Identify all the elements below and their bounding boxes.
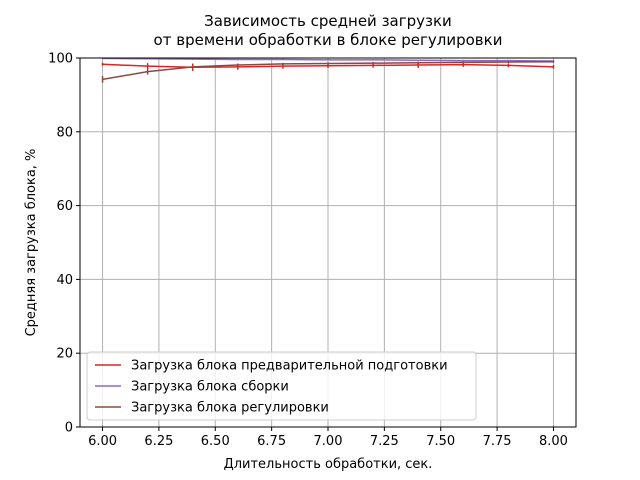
y-tick-label: 20 [56, 347, 73, 362]
plot-lines [101, 57, 555, 83]
y-axis-label: Средняя загрузка блока, % [24, 149, 39, 337]
legend-box [86, 351, 477, 421]
x-tick-label: 7.75 [483, 434, 512, 449]
x-axis-label: Длительность обработки, сек. [224, 457, 433, 472]
legend-label: Загрузка блока сборки [131, 380, 289, 395]
x-tick-label: 6.75 [257, 434, 286, 449]
x-tick-label: 6.50 [201, 434, 230, 449]
chart-title: Зависимость средней загрузки от времени о… [154, 12, 503, 49]
y-tick-label: 0 [65, 421, 73, 436]
legend-label: Загрузка блока предварительной подготовк… [131, 359, 448, 374]
chart-title-line: Зависимость средней загрузки [204, 12, 452, 30]
y-tick-label: 80 [56, 125, 73, 140]
x-tick-label: 6.25 [144, 434, 173, 449]
chart-title-line: от времени обработки в блоке регулировки [154, 31, 503, 49]
y-axis: 0 20 40 60 80 100 [48, 52, 80, 436]
x-axis: 6.00 6.25 6.50 6.75 7.00 7.25 7.50 7.75 8.00 [88, 427, 568, 449]
x-tick-label: 7.25 [370, 434, 399, 449]
legend-label: Загрузка блока регулировки [131, 401, 329, 416]
x-tick-label: 7.00 [314, 434, 343, 449]
y-tick-label: 100 [48, 52, 73, 67]
x-tick-label: 7.50 [426, 434, 455, 449]
y-tick-label: 40 [56, 273, 73, 288]
legend: Загрузка блока предварительной подготовк… [86, 351, 477, 421]
x-tick-label: 8.00 [539, 434, 568, 449]
x-tick-label: 6.00 [88, 434, 117, 449]
y-tick-label: 60 [56, 199, 73, 214]
